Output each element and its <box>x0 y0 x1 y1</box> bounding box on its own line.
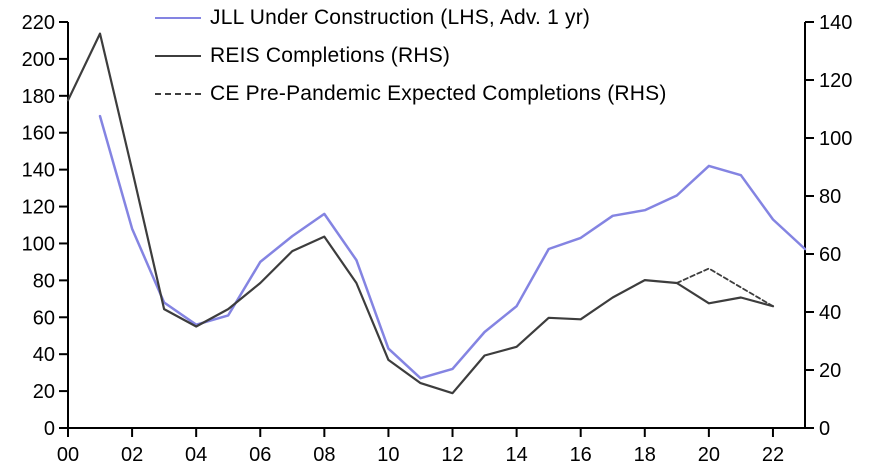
left-axis-tick-label: 40 <box>33 344 55 366</box>
x-axis-tick-label: 10 <box>377 444 399 466</box>
right-axis-tick-label: 80 <box>819 186 841 208</box>
x-axis-tick-label: 16 <box>570 444 592 466</box>
ce-legend-label: CE Pre-Pandemic Expected Completions (RH… <box>210 82 667 105</box>
x-axis-tick-label: 14 <box>505 444 527 466</box>
x-axis-tick-label: 12 <box>441 444 463 466</box>
chart-legend: JLL Under Construction (LHS, Adv. 1 yr) … <box>155 5 667 119</box>
left-axis-tick-label: 220 <box>22 12 55 34</box>
x-axis-tick-label: 22 <box>762 444 784 466</box>
left-axis-tick-label: 20 <box>33 381 55 403</box>
right-axis-tick-label: 40 <box>819 302 841 324</box>
x-axis-tick-label: 18 <box>634 444 656 466</box>
right-axis-tick-label: 20 <box>819 360 841 382</box>
left-axis-tick-label: 160 <box>22 123 55 145</box>
x-axis-tick-label: 04 <box>185 444 207 466</box>
right-axis-tick-label: 100 <box>819 128 852 150</box>
left-axis: 0 20 40 60 80 100 120 140 160 180 200 220 <box>22 12 69 440</box>
left-axis-tick-label: 120 <box>22 197 55 219</box>
reis-legend-label: REIS Completions (RHS) <box>210 44 451 67</box>
left-axis-tick-label: 0 <box>44 418 55 440</box>
left-axis-tick-label: 60 <box>33 307 55 329</box>
legend-item-ce: CE Pre-Pandemic Expected Completions (RH… <box>155 81 667 107</box>
x-axis: 00 02 04 06 08 10 12 14 16 18 20 22 <box>57 427 806 466</box>
legend-item-jll: JLL Under Construction (LHS, Adv. 1 yr) <box>155 5 667 31</box>
jll-legend-label: JLL Under Construction (LHS, Adv. 1 yr) <box>210 6 591 29</box>
legend-item-reis: REIS Completions (RHS) <box>155 43 667 69</box>
x-axis-tick-label: 02 <box>121 444 143 466</box>
right-axis-tick-label: 60 <box>819 244 841 266</box>
x-axis-tick-label: 06 <box>249 444 271 466</box>
right-axis: 0 20 40 60 80 100 120 140 <box>804 12 852 440</box>
ce-pre-pandemic-expected-completions-line <box>675 267 774 308</box>
left-axis-tick-label: 100 <box>22 233 55 255</box>
right-axis-tick-label: 140 <box>819 12 852 34</box>
left-axis-tick-label: 180 <box>22 86 55 108</box>
x-axis-tick-label: 08 <box>313 444 335 466</box>
jll-under-construction-line <box>98 114 807 380</box>
left-axis-tick-label: 200 <box>22 49 55 71</box>
x-axis-tick-label: 20 <box>698 444 720 466</box>
ce-dashed-line-sample <box>155 93 201 95</box>
jll-line-sample <box>155 17 201 19</box>
left-axis-tick-label: 80 <box>33 270 55 292</box>
right-axis-tick-label: 120 <box>819 70 852 92</box>
reis-completions-line <box>66 32 775 395</box>
x-axis-tick-label: 00 <box>57 444 79 466</box>
right-axis-tick-label: 0 <box>819 418 830 440</box>
reis-line-sample <box>155 55 201 57</box>
left-axis-tick-label: 140 <box>22 160 55 182</box>
